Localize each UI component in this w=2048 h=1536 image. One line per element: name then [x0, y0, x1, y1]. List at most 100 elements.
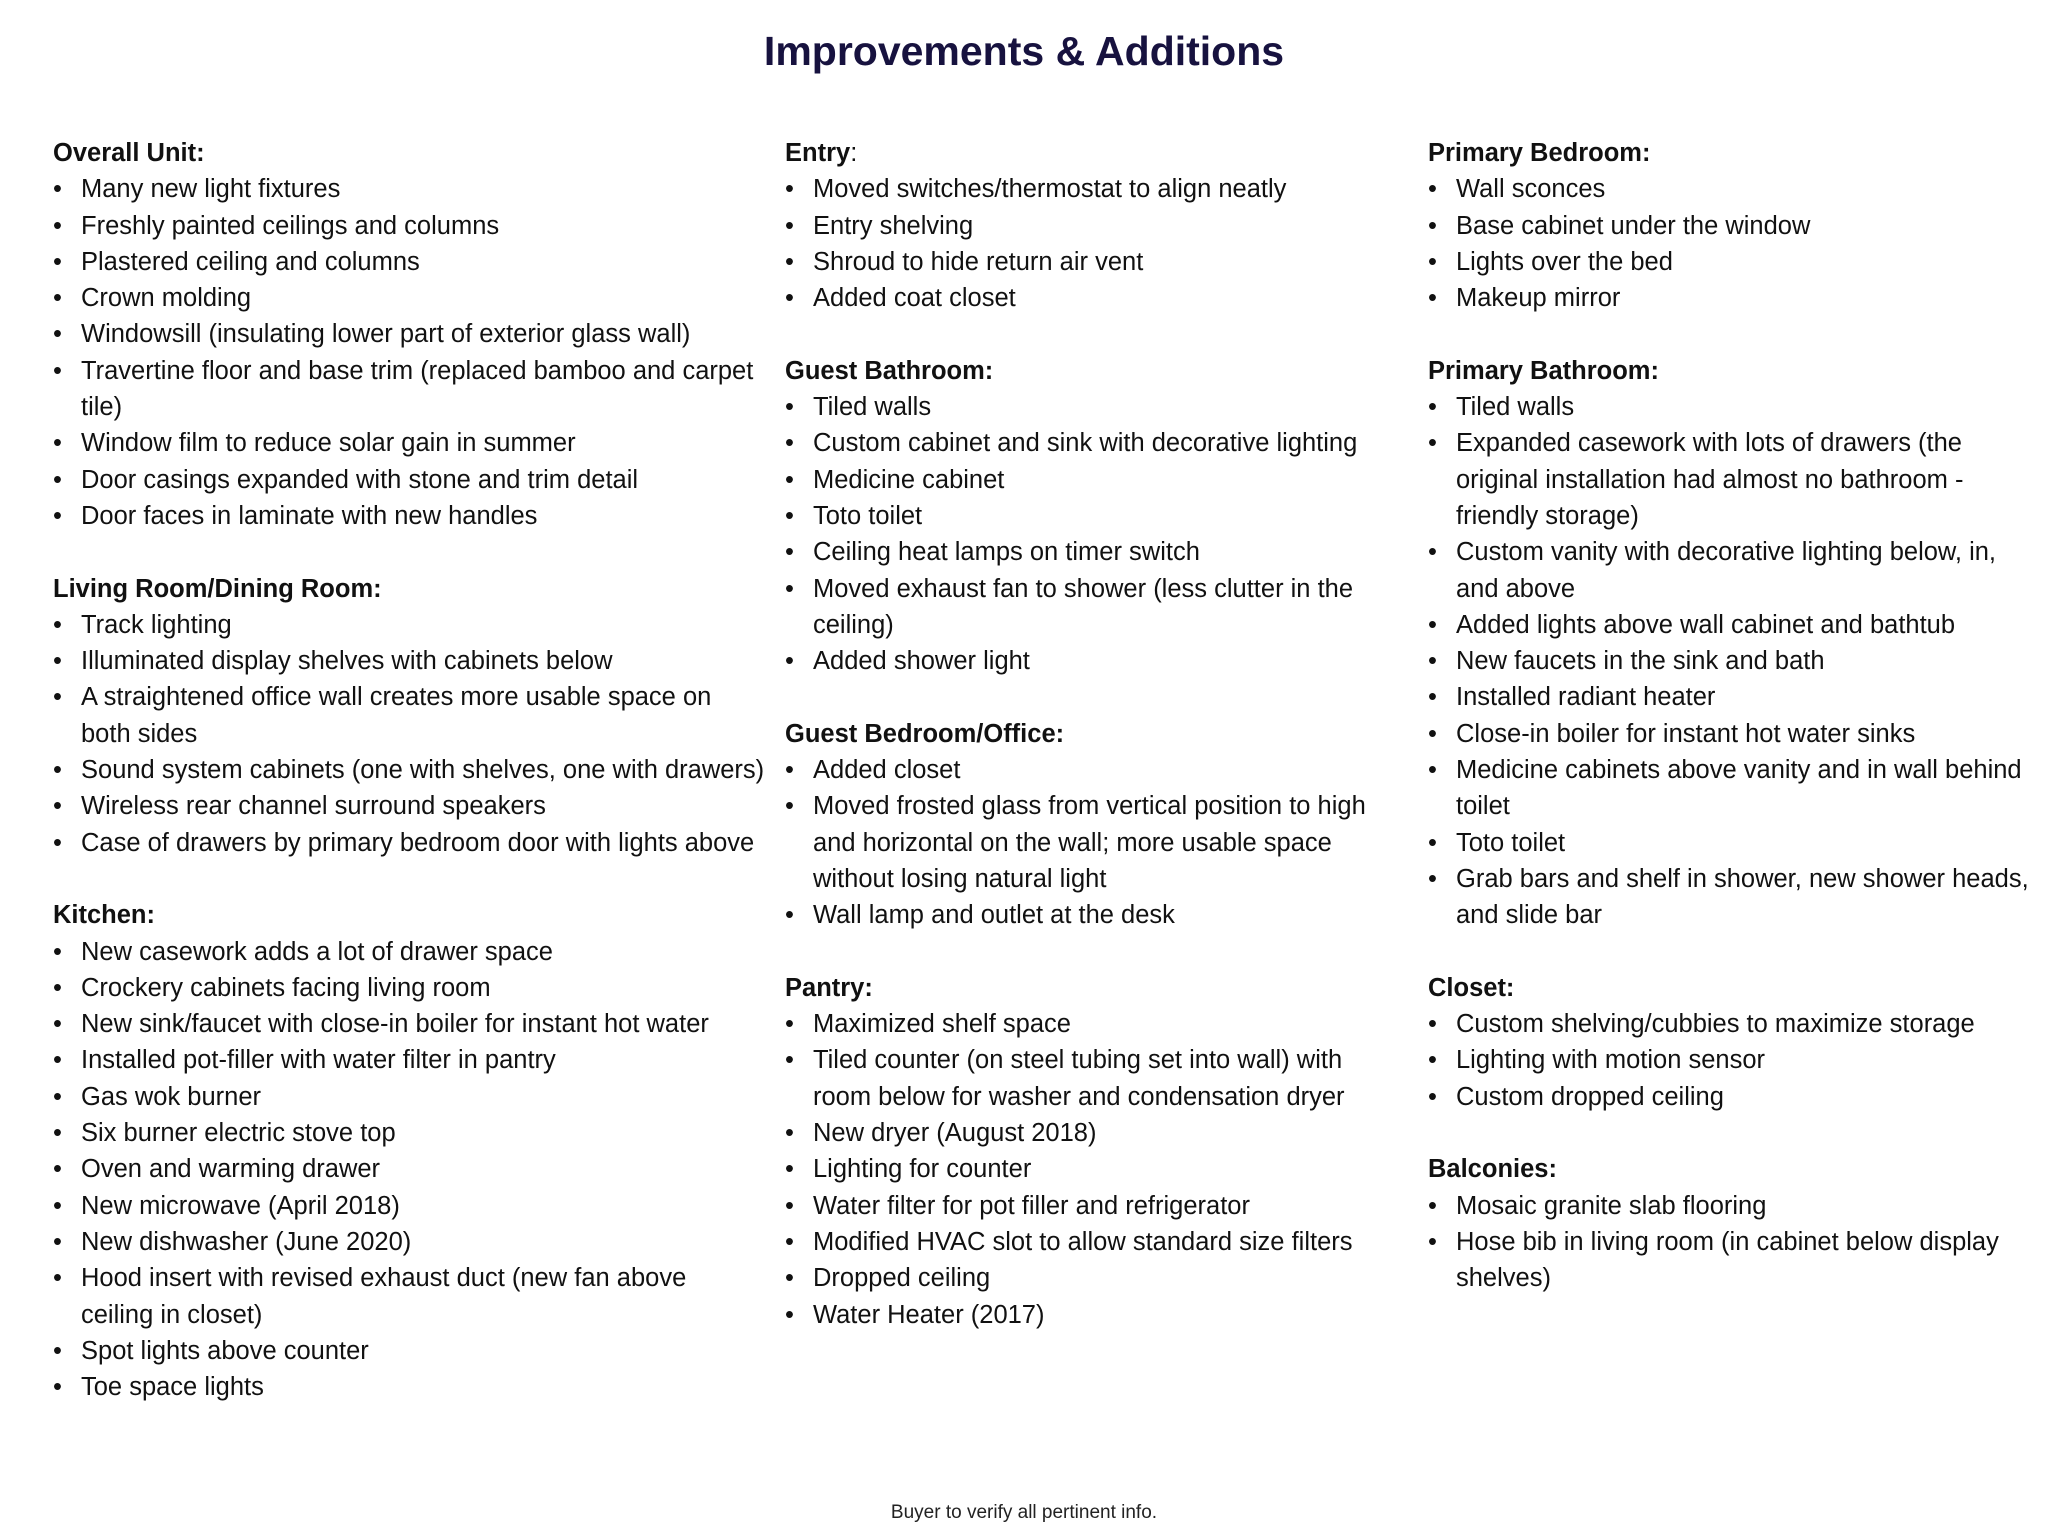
bullet-icon: •: [1428, 393, 1437, 422]
list-item: • Lighting with motion sensor: [1428, 1042, 2033, 1078]
bullet-icon: •: [53, 937, 62, 966]
bullet-icon: •: [53, 211, 62, 240]
section-heading: Kitchen:: [53, 897, 765, 933]
bullet-icon: •: [785, 284, 794, 313]
bullet-icon: •: [53, 320, 62, 349]
section-heading: Closet:: [1428, 970, 2033, 1006]
list-item: • Moved frosted glass from vertical posit…: [785, 788, 1395, 897]
bullet-icon: •: [1428, 1082, 1437, 1111]
section-heading-text: Primary Bathroom:: [1428, 356, 1659, 385]
bullet-icon: •: [785, 756, 794, 785]
bullet-icon: •: [53, 429, 62, 458]
section-overall-unit: Overall Unit: • Many new light fixtures • Fr…: [53, 135, 765, 534]
list-item: • Plastered ceiling and columns: [53, 244, 765, 280]
list-item: • Medicine cabinet: [785, 462, 1395, 498]
list-item-text: Oven and warming drawer: [81, 1155, 381, 1184]
list-item-text: Medicine cabinet: [813, 465, 1005, 494]
list-item-text: Custom shelving/cubbies to maximize stor…: [1456, 1010, 1975, 1039]
bullet-icon: •: [785, 647, 794, 676]
bullet-icon: •: [53, 1010, 62, 1039]
column-middle: Entry: • Moved switches/thermostat to alig…: [785, 135, 1395, 1369]
section-heading: Primary Bathroom:: [1428, 353, 2033, 389]
list-item: • Added coat closet: [785, 280, 1395, 316]
list-item-text: Case of drawers by primary bedroom door …: [81, 828, 755, 857]
bullet-icon: •: [53, 356, 62, 385]
list-item-text: Lights over the bed: [1456, 247, 1673, 276]
bullet-icon: •: [1428, 719, 1437, 748]
list-item: • Toe space lights: [53, 1369, 765, 1405]
bullet-icon: •: [1428, 247, 1437, 276]
section-heading: Overall Unit:: [53, 135, 765, 171]
section-primary-bedroom: Primary Bedroom: • Wall sconces • Base cabin…: [1428, 135, 2033, 316]
section-heading: Guest Bedroom/Office:: [785, 716, 1395, 752]
section-balconies: Balconies: • Mosaic granite slab flooring •…: [1428, 1151, 2033, 1296]
bullet-list: • Many new light fixtures • Freshly painted…: [53, 171, 765, 534]
bullet-icon: •: [53, 284, 62, 313]
list-item: • Close-in boiler for instant hot water s…: [1428, 716, 2033, 752]
list-item: • Base cabinet under the window: [1428, 208, 2033, 244]
section-heading-text: Balconies:: [1428, 1155, 1557, 1184]
list-item: • Many new light fixtures: [53, 171, 765, 207]
list-item-text: Lighting for counter: [813, 1155, 1032, 1184]
bullet-icon: •: [1428, 756, 1437, 785]
bullet-icon: •: [53, 1191, 62, 1220]
list-item: • Water filter for pot filler and refrige…: [785, 1188, 1395, 1224]
list-item-text: Water filter for pot filler and refriger…: [813, 1191, 1250, 1220]
section-heading-text: Overall Unit:: [53, 139, 205, 167]
bullet-list: • Mosaic granite slab flooring • Hose bib i…: [1428, 1188, 2033, 1297]
section-heading-text: Pantry:: [785, 973, 873, 1002]
bullet-icon: •: [1428, 1046, 1437, 1075]
bullet-icon: •: [1428, 647, 1437, 676]
section-heading-text: Living Room/Dining Room:: [53, 574, 382, 603]
list-item-text: Track lighting: [81, 610, 232, 639]
list-item: • Lights over the bed: [1428, 244, 2033, 280]
list-item: • Expanded casework with lots of drawers …: [1428, 425, 2033, 534]
list-item: • Installed radiant heater: [1428, 679, 2033, 715]
list-item: • Mosaic granite slab flooring: [1428, 1188, 2033, 1224]
list-item-text: Hood insert with revised exhaust duct (n…: [81, 1264, 687, 1329]
list-item: • Water Heater (2017): [785, 1297, 1395, 1333]
bullet-icon: •: [53, 1046, 62, 1075]
bullet-list: • Wall sconces • Base cabinet under the win…: [1428, 171, 2033, 316]
bullet-icon: •: [53, 501, 62, 530]
bullet-icon: •: [785, 1046, 794, 1075]
section-heading: Living Room/Dining Room:: [53, 571, 765, 607]
bullet-icon: •: [1428, 610, 1437, 639]
list-item: • Window film to reduce solar gain in sum…: [53, 425, 765, 461]
list-item-text: Tiled counter (on steel tubing set into …: [813, 1046, 1345, 1111]
list-item-text: Crown molding: [81, 284, 252, 313]
list-item: • Tiled counter (on steel tubing set into…: [785, 1042, 1395, 1115]
bullet-icon: •: [1428, 211, 1437, 240]
list-item: • New dryer (August 2018): [785, 1115, 1395, 1151]
bullet-icon: •: [53, 1155, 62, 1184]
section-guest-bedroom-office: Guest Bedroom/Office: • Added closet • Moved…: [785, 716, 1395, 934]
bullet-icon: •: [1428, 175, 1437, 204]
bullet-icon: •: [53, 792, 62, 821]
section-heading-text: Kitchen:: [53, 901, 155, 930]
list-item-text: New casework adds a lot of drawer space: [81, 937, 553, 966]
list-item-text: Moved switches/thermostat to align neatl…: [813, 175, 1287, 204]
list-item: • Ceiling heat lamps on timer switch: [785, 534, 1395, 570]
section-heading-text: Guest Bedroom/Office:: [785, 719, 1065, 748]
section-heading: Entry:: [785, 135, 1395, 171]
bullet-icon: •: [1428, 284, 1437, 313]
list-item-text: Moved exhaust fan to shower (less clutte…: [813, 574, 1354, 639]
list-item: • Wall lamp and outlet at the desk: [785, 897, 1395, 933]
bullet-list: • Tiled walls • Expanded casework with lots…: [1428, 389, 2033, 933]
list-item-text: Toe space lights: [81, 1373, 264, 1402]
bullet-icon: •: [785, 393, 794, 422]
list-item-text: Door faces in laminate with new handles: [81, 501, 538, 530]
bullet-list: • Track lighting • Illuminated display shel…: [53, 607, 765, 861]
list-item-text: Entry shelving: [813, 211, 974, 240]
list-item-text: Modified HVAC slot to allow standard siz…: [813, 1227, 1353, 1256]
bullet-icon: •: [785, 1191, 794, 1220]
bullet-icon: •: [1428, 1227, 1437, 1256]
section-heading-text: Primary Bedroom:: [1428, 139, 1651, 167]
list-item-text: Travertine floor and base trim (replaced…: [81, 356, 754, 422]
list-item-text: Maximized shelf space: [813, 1010, 1071, 1039]
bullet-icon: •: [785, 465, 794, 494]
section-heading-text: Guest Bathroom:: [785, 356, 994, 385]
list-item-text: Dropped ceiling: [813, 1264, 991, 1293]
list-item: • Grab bars and shelf in shower, new show…: [1428, 861, 2033, 934]
list-item-text: Six burner electric stove top: [81, 1119, 396, 1148]
